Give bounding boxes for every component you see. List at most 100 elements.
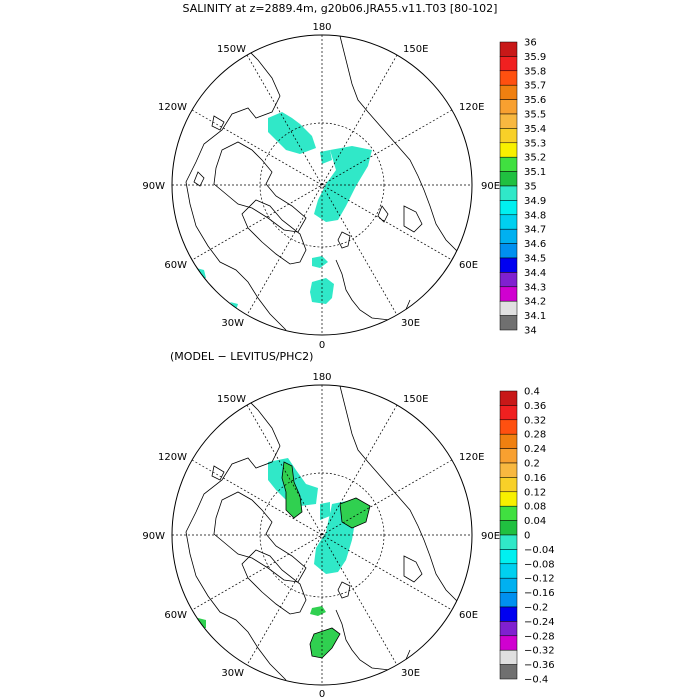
- colorbar-swatch: [499, 419, 518, 435]
- colorbar-label: 35.9: [524, 52, 546, 63]
- colorbar-label: 35.2: [524, 153, 546, 164]
- colorbar-label: −0.24: [524, 617, 555, 628]
- colorbar-label: 0.08: [524, 502, 546, 513]
- colorbar-label: 0.04: [524, 516, 546, 527]
- colorbar-swatch: [499, 200, 518, 216]
- patch-west-edge-green: [198, 618, 206, 628]
- colorbar-swatch: [499, 84, 518, 100]
- lon-label: 60E: [459, 610, 478, 621]
- colorbar-label: 0.36: [524, 401, 546, 412]
- lon-label: 150W: [217, 394, 246, 405]
- colorbar-label: 35.7: [524, 81, 546, 92]
- colorbar-swatch: [499, 405, 518, 421]
- colorbar-label: 35.6: [524, 95, 546, 106]
- colorbar-swatch: [499, 171, 518, 187]
- patch-canada-basin-green: [281, 461, 303, 519]
- colorbar-label: −0.04: [524, 545, 555, 556]
- lon-label: 30W: [221, 318, 244, 329]
- colorbar-swatch: [499, 448, 518, 464]
- colorbar-swatch: [499, 142, 518, 158]
- bottom-title: (MODEL − LEVITUS/PHC2): [170, 350, 313, 363]
- colorbar-swatch: [499, 606, 518, 622]
- top-panel: SALINITY at z=2889.4m, g20b06.JRA55.v11.…: [142, 2, 546, 351]
- colorbar-label: 35.1: [524, 167, 546, 178]
- colorbar-label: −0.16: [524, 588, 555, 599]
- colorbar-label: 0.2: [524, 459, 540, 470]
- colorbar-swatch: [499, 113, 518, 129]
- colorbar-label: −0.36: [524, 660, 555, 671]
- colorbar-label: 34: [524, 326, 537, 337]
- patch-small-north: [320, 150, 332, 164]
- lon-label: 120W: [158, 452, 187, 463]
- top-colorbar: 36 35.9 35.8 35.7 35.6 35.5 35.4 35.3 35.2 35.1 35…: [499, 38, 546, 337]
- colorbar-swatch: [499, 41, 518, 57]
- lon-label: 120W: [158, 102, 187, 113]
- colorbar-label: 0.16: [524, 473, 546, 484]
- colorbar-swatch: [499, 563, 518, 579]
- lon-label: 180: [312, 22, 331, 33]
- lon-label: 0: [319, 689, 325, 700]
- graticule: [172, 35, 472, 335]
- top-title: SALINITY at z=2889.4m, g20b06.JRA55.v11.…: [183, 2, 498, 15]
- patch-small-cyan: [320, 502, 330, 520]
- colorbar-swatch: [499, 462, 518, 478]
- colorbar-label: 35: [524, 182, 537, 193]
- colorbar-swatch: [499, 433, 518, 449]
- colorbar-swatch: [499, 286, 518, 302]
- colorbar-swatch: [499, 185, 518, 201]
- patch-central-arctic: [314, 146, 372, 222]
- coastlines: [185, 385, 463, 681]
- colorbar-label: 35.8: [524, 66, 546, 77]
- colorbar-swatch: [499, 577, 518, 593]
- colorbar-label: 34.5: [524, 254, 546, 265]
- colorbar-label: 0.32: [524, 415, 546, 426]
- colorbar-label: 34.9: [524, 196, 546, 207]
- lon-label: 90E: [481, 181, 500, 192]
- colorbar-swatch: [499, 491, 518, 507]
- colorbar-swatch: [499, 534, 518, 550]
- colorbar-swatch: [499, 477, 518, 493]
- lon-label: 120E: [459, 452, 484, 463]
- colorbar-label: 35.5: [524, 110, 546, 121]
- lon-label: 60W: [164, 610, 187, 621]
- colorbar-swatch: [499, 156, 518, 172]
- colorbar-swatch: [499, 664, 518, 680]
- patch-fram: [312, 256, 328, 268]
- patch-central-green: [339, 497, 371, 529]
- lon-label: 60E: [459, 260, 478, 271]
- lon-label: 120E: [459, 102, 484, 113]
- lon-label: 30W: [221, 668, 244, 679]
- colorbar-label: 0.28: [524, 430, 546, 441]
- colorbar-label: 34.3: [524, 282, 546, 293]
- colorbar-swatch: [499, 549, 518, 565]
- colorbar-swatch: [499, 243, 518, 259]
- lon-label: 150E: [403, 394, 428, 405]
- patch-canada-basin: [268, 112, 316, 154]
- bottom-panel: (MODEL − LEVITUS/PHC2): [142, 350, 554, 700]
- colorbar-label: 0.24: [524, 444, 546, 455]
- colorbar-swatch: [499, 520, 518, 536]
- colorbar-swatch: [499, 649, 518, 665]
- lon-label: 90E: [481, 531, 500, 542]
- colorbar-label: −0.4: [524, 675, 548, 686]
- colorbar-label: 34.7: [524, 225, 546, 236]
- colorbar-swatch: [499, 214, 518, 230]
- colorbar-swatch: [499, 128, 518, 144]
- lon-label: 150E: [403, 44, 428, 55]
- colorbar-label: −0.12: [524, 574, 555, 585]
- colorbar-swatch: [499, 70, 518, 86]
- colorbar-swatch: [499, 315, 518, 331]
- colorbar-swatch: [499, 390, 518, 406]
- bottom-lon-labels: 180 150E 120E 90E 60E 30E 0 30W 60W 90W …: [142, 372, 500, 700]
- lon-label: 30E: [401, 318, 420, 329]
- lon-label: 0: [319, 340, 325, 351]
- lon-label: 30E: [401, 668, 420, 679]
- colorbar-swatch: [499, 272, 518, 288]
- colorbar-label: −0.2: [524, 603, 548, 614]
- colorbar-swatch: [499, 635, 518, 651]
- colorbar-label: −0.08: [524, 559, 555, 570]
- top-map-border: [171, 34, 473, 336]
- lon-label: 180: [312, 372, 331, 383]
- colorbar-label: −0.32: [524, 646, 555, 657]
